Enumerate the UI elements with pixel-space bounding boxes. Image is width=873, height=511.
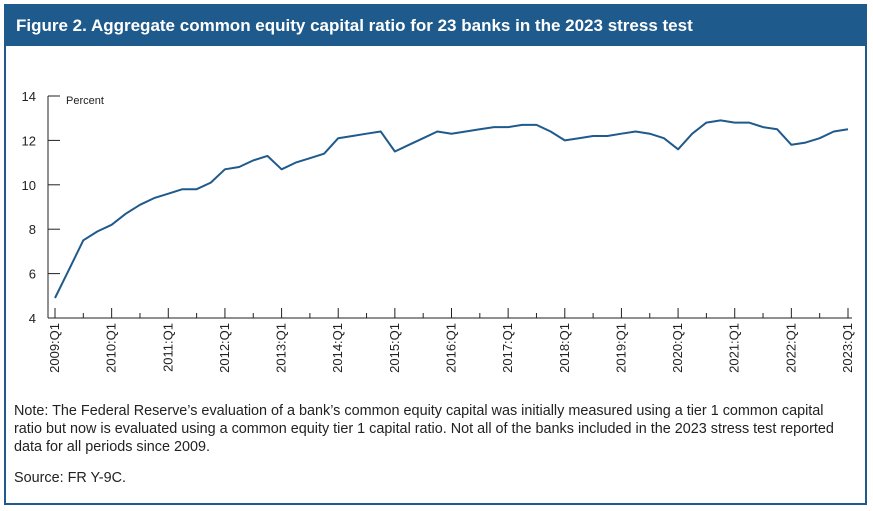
x-tick-label: 2021:Q1 [727,323,742,373]
x-tick-label: 2014:Q1 [330,323,345,373]
x-tick-label: 2022:Q1 [783,323,798,373]
series-group [54,119,849,299]
y-tick-label: 10 [22,178,36,193]
x-tick-label: 2011:Q1 [160,323,175,372]
figure-note: Note: The Federal Reserve’s evaluation o… [14,403,834,455]
figure-source: Source: FR Y-9C. [14,470,126,486]
x-tick-label: 2020:Q1 [670,323,685,373]
x-tick-label: 2016:Q1 [444,323,459,373]
x-tick-label: 2009:Q1 [47,323,62,373]
series-line [54,119,849,299]
y-tick-label: 12 [22,133,36,148]
x-axis: 2009:Q1 2010:Q1 2011:Q1 2012:Q1 2013:Q1 2014:… [47,308,855,373]
y-tick-label: 6 [29,267,36,282]
figure-frame: Figure 2. Aggregate common equity capita… [4,4,867,505]
x-tick-label: 2018:Q1 [557,323,572,373]
x-tick-label: 2013:Q1 [274,323,289,373]
y-tick-label: 8 [29,222,36,237]
x-tick-label: 2017:Q1 [500,323,515,373]
x-tick-label: 2012:Q1 [217,323,232,373]
x-tick-label: 2019:Q1 [613,323,628,373]
y-tick-label: 4 [29,311,36,326]
x-tick-label: 2015:Q1 [387,323,402,373]
y-axis-unit-label: Percent [66,95,104,107]
y-tick-label: 14 [22,89,36,104]
figure-title: Figure 2. Aggregate common equity capita… [6,6,865,46]
y-axis: 4 6 8 10 12 14 [22,89,60,326]
x-tick-label: 2010:Q1 [104,323,119,373]
x-tick-label: 2023:Q1 [840,323,855,373]
